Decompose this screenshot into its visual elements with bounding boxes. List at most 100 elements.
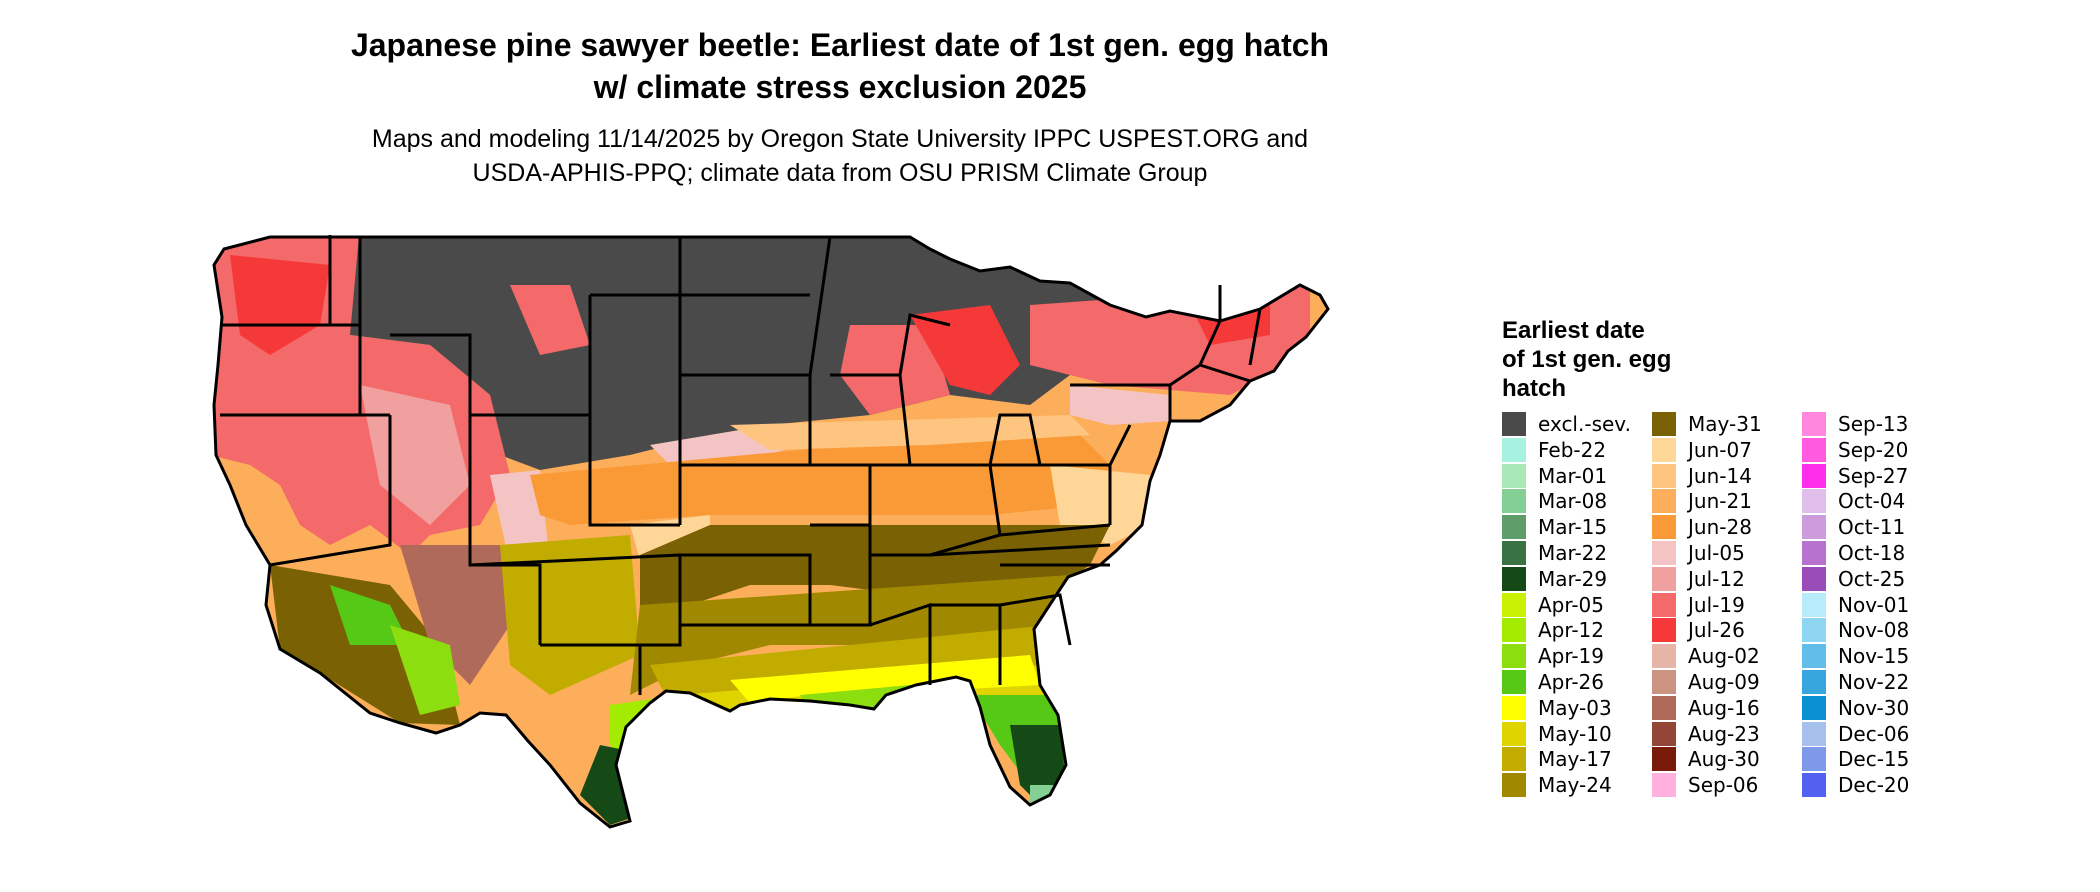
legend-item: Oct-25 xyxy=(1802,566,1905,591)
legend-label: Nov-15 xyxy=(1838,643,1910,668)
legend-item: Jul-05 xyxy=(1652,540,1745,565)
legend-swatch xyxy=(1502,772,1526,797)
legend-label: Aug-30 xyxy=(1688,746,1760,771)
legend-swatch xyxy=(1802,746,1826,771)
legend-swatch xyxy=(1802,772,1826,797)
legend-label: Apr-12 xyxy=(1538,617,1604,642)
map-title-line1: Japanese pine sawyer beetle: Earliest da… xyxy=(350,27,1330,63)
legend-item: Dec-06 xyxy=(1802,721,1909,746)
legend-label: Jul-05 xyxy=(1688,540,1745,565)
legend-item: Aug-23 xyxy=(1652,721,1760,746)
legend-label: Mar-22 xyxy=(1538,540,1608,565)
legend-label: Jul-19 xyxy=(1688,592,1745,617)
legend-label: Sep-27 xyxy=(1838,463,1909,488)
legend-title-line: hatch xyxy=(1502,375,1567,402)
legend-label: Jun-14 xyxy=(1688,463,1752,488)
legend-label: May-31 xyxy=(1688,411,1762,436)
legend-item: Sep-20 xyxy=(1802,437,1908,462)
legend-label: May-03 xyxy=(1538,695,1612,720)
legend-label: Oct-11 xyxy=(1838,514,1906,539)
legend-swatch xyxy=(1502,592,1526,617)
legend-item: May-31 xyxy=(1652,411,1762,436)
legend-swatch xyxy=(1802,514,1826,539)
legend-label: Aug-16 xyxy=(1688,695,1760,720)
legend-item: Sep-06 xyxy=(1652,772,1758,797)
legend-swatch xyxy=(1502,514,1526,539)
legend-item: Mar-22 xyxy=(1502,540,1607,565)
legend-swatch xyxy=(1652,540,1676,565)
legend-item: Aug-09 xyxy=(1652,669,1760,694)
legend-item: Apr-26 xyxy=(1502,669,1604,694)
legend-swatch xyxy=(1502,721,1526,746)
legend-label: Oct-25 xyxy=(1838,566,1906,591)
map-fill xyxy=(214,237,1328,827)
legend-label: Jun-21 xyxy=(1688,488,1752,513)
map-subtitle-line2: USDA-APHIS-PPQ; climate data from OSU PR… xyxy=(472,159,1208,187)
legend-item: Jun-28 xyxy=(1652,514,1752,539)
legend-item: Oct-11 xyxy=(1802,514,1905,539)
legend-label: Apr-26 xyxy=(1538,669,1604,694)
legend-swatch xyxy=(1802,463,1826,488)
legend-item: Jun-21 xyxy=(1652,488,1752,513)
legend-swatch xyxy=(1802,643,1826,668)
legend-label: Sep-13 xyxy=(1838,411,1909,436)
legend-item: Dec-15 xyxy=(1802,746,1909,771)
legend-swatch xyxy=(1502,411,1526,436)
legend-item: Dec-20 xyxy=(1802,772,1909,797)
legend-label: Jun-28 xyxy=(1688,514,1752,539)
legend-item: May-24 xyxy=(1502,772,1612,797)
legend-swatch xyxy=(1652,488,1676,513)
legend-title: Earliest date of 1st gen. egg hatch xyxy=(1502,316,1671,403)
legend-swatch xyxy=(1652,772,1676,797)
legend-swatch xyxy=(1502,617,1526,642)
legend-label: Oct-04 xyxy=(1838,488,1906,513)
legend-label: Mar-29 xyxy=(1538,566,1608,591)
legend-label: Jul-26 xyxy=(1688,617,1745,642)
legend-item: Mar-08 xyxy=(1502,488,1607,513)
legend-label: Dec-15 xyxy=(1838,746,1910,771)
legend-item: excl.-sev. xyxy=(1502,411,1631,436)
legend-label: Mar-15 xyxy=(1538,514,1608,539)
state-borders xyxy=(212,235,1330,829)
legend-swatch xyxy=(1802,592,1826,617)
legend-label: Apr-05 xyxy=(1538,592,1604,617)
legend-swatch xyxy=(1652,695,1676,720)
legend-item: Nov-30 xyxy=(1802,695,1909,720)
legend-title-line: Earliest date xyxy=(1502,317,1645,344)
legend-swatch xyxy=(1802,437,1826,462)
map-title: Japanese pine sawyer beetle: Earliest da… xyxy=(0,24,1680,108)
legend-swatch xyxy=(1502,463,1526,488)
legend-swatch xyxy=(1802,721,1826,746)
legend-swatch xyxy=(1652,643,1676,668)
legend-swatch xyxy=(1502,695,1526,720)
legend-swatch xyxy=(1652,721,1676,746)
legend-swatch xyxy=(1652,617,1676,642)
legend-item: Feb-22 xyxy=(1502,437,1606,462)
legend-item: Nov-01 xyxy=(1802,592,1909,617)
legend-label: Sep-20 xyxy=(1838,437,1909,462)
legend-label: Sep-06 xyxy=(1688,772,1759,797)
legend-label: Aug-09 xyxy=(1688,669,1760,694)
legend-item: Aug-02 xyxy=(1652,643,1760,668)
legend-label: May-24 xyxy=(1538,772,1612,797)
legend-label: Jul-12 xyxy=(1688,566,1745,591)
legend-swatch xyxy=(1652,566,1676,591)
legend-label: Dec-06 xyxy=(1838,721,1910,746)
legend-swatch xyxy=(1802,617,1826,642)
legend-item: Jul-12 xyxy=(1652,566,1745,591)
legend-swatch xyxy=(1502,669,1526,694)
legend-label: May-10 xyxy=(1538,721,1612,746)
legend-label: Aug-02 xyxy=(1688,643,1760,668)
legend-swatch xyxy=(1802,411,1826,436)
legend-label: May-17 xyxy=(1538,746,1612,771)
legend-label: Dec-20 xyxy=(1838,772,1910,797)
us-map xyxy=(212,235,1330,829)
legend-swatch xyxy=(1652,592,1676,617)
legend-item: May-03 xyxy=(1502,695,1612,720)
map-title-line2: w/ climate stress exclusion 2025 xyxy=(593,69,1087,105)
legend-item: Mar-15 xyxy=(1502,514,1607,539)
legend-swatch xyxy=(1802,540,1826,565)
legend-swatch xyxy=(1502,746,1526,771)
legend-label: excl.-sev. xyxy=(1538,411,1631,436)
map-subtitle-line1: Maps and modeling 11/14/2025 by Oregon S… xyxy=(371,125,1309,153)
